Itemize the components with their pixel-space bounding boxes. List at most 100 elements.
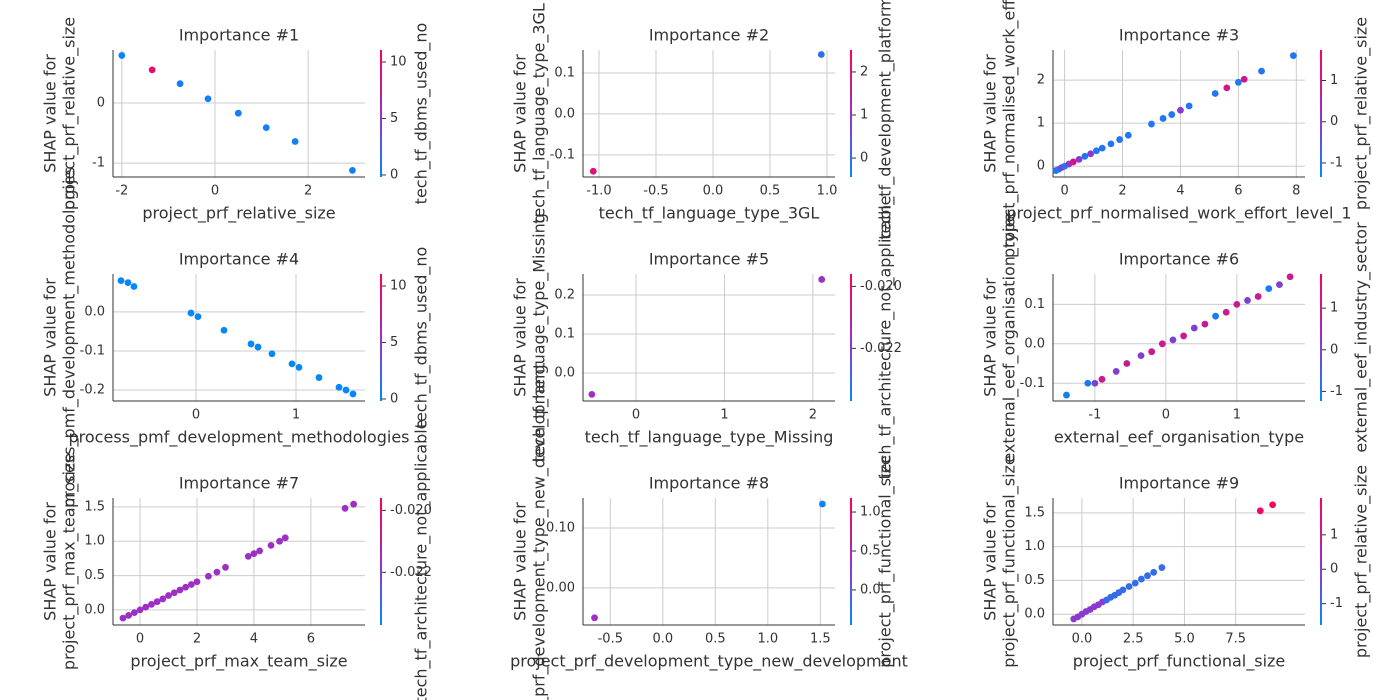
subplot-title: Importance #8 — [649, 474, 769, 493]
colorbar-tick-label: 0 — [860, 151, 868, 166]
colorbar-tick-label: 1 — [1330, 527, 1338, 542]
colorbar-label: tech_tf_development_platform_ — [876, 0, 896, 240]
point — [591, 614, 598, 622]
subplot-title: Importance #9 — [1119, 474, 1239, 493]
y-axis-label: SHAP value for — [981, 278, 1000, 397]
y-axis-label: external_eef_organisation_type — [1000, 212, 1020, 462]
x-tick-label: 4 — [1176, 184, 1184, 199]
colorbar — [850, 274, 852, 401]
y-tick-label: 0.1 — [1024, 297, 1045, 312]
colorbar-label: project_prf_relative_size — [1352, 17, 1372, 210]
point — [1234, 78, 1242, 86]
colorbar-tick-label: 5 — [390, 335, 398, 350]
x-tick-label: 2 — [809, 408, 817, 423]
x-tick-label: -1 — [1088, 408, 1101, 423]
subplot: -2 0 2 -1 0 Importance #1 project_prf_relative… — [41, 17, 432, 224]
point — [1107, 140, 1115, 148]
point — [819, 500, 826, 508]
colorbar-tick-label: 1 — [1330, 73, 1338, 88]
y-tick-label: 0 — [1037, 159, 1045, 174]
y-axis-label: SHAP value for — [981, 502, 1000, 621]
subplot-title: Importance #7 — [179, 474, 299, 493]
colorbar-label: tech_tf_dbms_used_no — [412, 23, 432, 205]
colorbar — [1320, 498, 1322, 625]
point — [1148, 348, 1156, 356]
point — [1159, 115, 1167, 122]
y-axis-label: tech_tf_language_type_3GL — [530, 3, 550, 224]
point — [1124, 131, 1132, 139]
point — [1144, 572, 1151, 580]
point — [1256, 507, 1264, 515]
point — [1240, 75, 1248, 83]
y-tick-label: 1 — [1037, 116, 1045, 131]
colorbar-tick-label: 1.0 — [860, 505, 881, 520]
point — [817, 51, 825, 58]
x-tick-label: 1.0 — [757, 632, 778, 647]
x-tick-label: 7.5 — [1225, 632, 1246, 647]
x-tick-label: 0.5 — [705, 632, 726, 647]
point — [1116, 136, 1124, 143]
x-axis-label: project_prf_functional_size — [1073, 652, 1286, 672]
point — [234, 109, 242, 117]
y-tick-label: 0.10 — [546, 520, 575, 535]
x-axis-label: process_pmf_development_methodologies — [69, 428, 410, 448]
colorbar-tick-label: 0.5 — [860, 543, 881, 558]
point — [1190, 324, 1198, 332]
x-tick-label: 0 — [211, 184, 219, 199]
point — [1148, 120, 1155, 128]
point — [1081, 152, 1089, 160]
colorbar — [850, 498, 852, 625]
colorbar-tick-label: -1 — [1330, 155, 1343, 170]
point — [818, 276, 826, 283]
colorbar — [1320, 274, 1322, 401]
point — [1265, 285, 1273, 292]
y-tick-label: 0.5 — [84, 568, 105, 583]
point — [250, 550, 258, 558]
x-tick-label: 2 — [304, 184, 312, 199]
colorbar-tick-label: 10 — [390, 278, 407, 293]
point — [213, 568, 221, 576]
x-axis-label: project_prf_relative_size — [142, 204, 335, 224]
point — [193, 578, 201, 586]
point — [268, 350, 276, 358]
point — [142, 603, 150, 611]
point — [350, 500, 358, 508]
point — [341, 504, 349, 512]
point — [153, 598, 161, 606]
point — [1075, 155, 1083, 163]
point — [1063, 391, 1070, 399]
colorbar — [1320, 50, 1322, 177]
subplot: 0 2 4 6 0.0 0.5 1.0 1.5 Importance #7 project_prf… — [41, 419, 432, 700]
colorbar-label: project_prf_functional_size — [876, 455, 896, 668]
subplot-title: Importance #6 — [1119, 250, 1239, 269]
point — [1123, 360, 1131, 367]
y-axis-label: SHAP value for — [511, 278, 530, 397]
x-tick-label: 0 — [136, 632, 144, 647]
x-tick-label: 1.5 — [810, 632, 831, 647]
x-tick-label: 0 — [1162, 408, 1170, 423]
point — [1069, 158, 1077, 166]
x-tick-label: 0.0 — [703, 184, 724, 199]
colorbar-tick-label: -0.020 — [860, 279, 902, 294]
colorbar-label: external_eef_industry_sector — [1352, 222, 1372, 453]
point — [349, 166, 356, 174]
point — [349, 390, 357, 398]
y-axis-label: SHAP value for — [511, 54, 530, 173]
point — [1119, 586, 1127, 594]
colorbar-tick-label: 1 — [860, 108, 868, 123]
colorbar-label: project_prf_relative_size — [1352, 465, 1372, 658]
y-axis-label: project_prf_relative_size — [60, 17, 80, 210]
point — [222, 563, 229, 571]
x-tick-label: 0 — [192, 408, 200, 423]
x-tick-label: 1 — [1233, 408, 1241, 423]
x-axis-label: project_prf_development_type_new_develop… — [510, 652, 908, 672]
colorbar — [380, 274, 382, 401]
x-tick-label: 2 — [1118, 184, 1126, 199]
point — [276, 537, 283, 545]
y-tick-label: 0.0 — [84, 602, 105, 617]
y-tick-label: -1 — [92, 156, 105, 171]
point — [170, 589, 178, 597]
x-tick-label: -0.5 — [598, 632, 623, 647]
colorbar-label: tech_tf_dbms_used_no — [412, 247, 432, 429]
